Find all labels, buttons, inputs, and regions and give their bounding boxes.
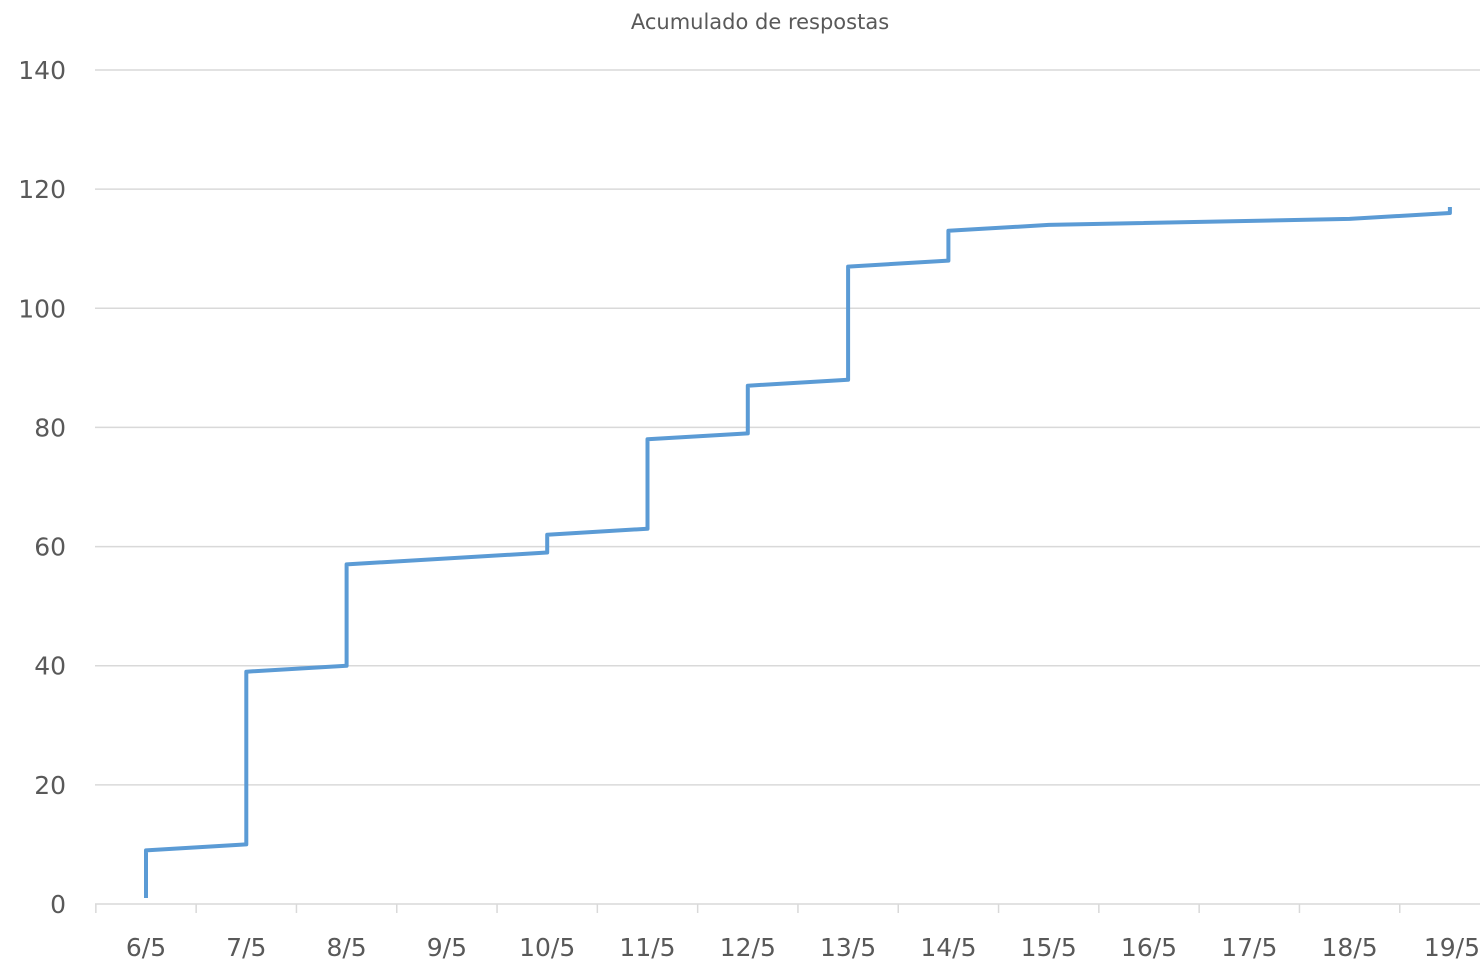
x-tick-label: 7/5 [226,933,266,962]
x-tick-label: 17/5 [1221,933,1277,962]
x-tick-label: 19/5 [1424,933,1480,962]
y-axis: 0 20 40 60 80 100 120 140 [18,56,66,919]
x-tick-label: 18/5 [1322,933,1378,962]
y-tick-label: 20 [34,771,66,800]
x-tick-label: 11/5 [619,933,675,962]
x-tick-label: 10/5 [519,933,575,962]
gridlines [95,69,1480,786]
x-tick-label: 13/5 [820,933,876,962]
y-tick-label: 100 [18,294,66,323]
y-tick-label: 80 [34,413,66,442]
series-line [144,207,1452,898]
y-tick-label: 40 [34,652,66,681]
x-tick-label: 16/5 [1121,933,1177,962]
x-tick-label: 6/5 [126,933,166,962]
x-axis-labels: 6/5 7/5 8/5 9/5 10/5 11/5 12/5 13/5 14/5 15/5 16/5… [126,933,1480,962]
y-tick-label: 0 [50,890,66,919]
x-tick-label: 15/5 [1021,933,1077,962]
x-axis [95,903,1480,913]
y-tick-label: 60 [34,533,66,562]
x-tick-label: 14/5 [920,933,976,962]
y-tick-label: 140 [18,56,66,85]
x-tick-label: 9/5 [427,933,467,962]
series-layer [144,207,1452,898]
x-tick-label: 12/5 [720,933,776,962]
chart-title: Acumulado de respostas [631,10,889,34]
x-tick-label: 8/5 [326,933,366,962]
y-tick-label: 120 [18,175,66,204]
